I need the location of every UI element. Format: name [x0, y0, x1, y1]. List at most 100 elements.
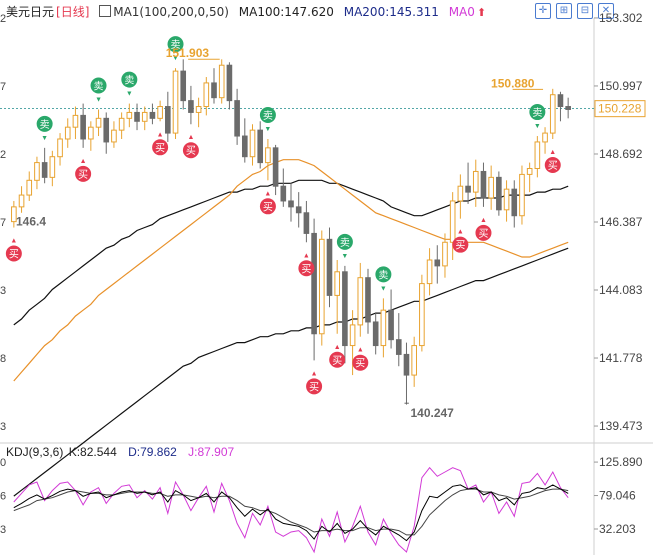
sell-signal-badge	[529, 104, 546, 121]
candle-body	[457, 185, 464, 202]
indicator-icon[interactable]	[99, 5, 112, 17]
price-tick-label: 139.473	[599, 419, 643, 433]
candle-body	[565, 106, 571, 110]
candle-body	[449, 200, 456, 243]
candle-body	[542, 132, 548, 143]
candle-body	[557, 94, 564, 108]
kdj-tick-label-left: 3	[0, 524, 6, 536]
candle-body	[18, 194, 25, 208]
candle-body	[318, 238, 325, 335]
buy-arrow-icon: ▲	[334, 344, 341, 351]
kdj-tick-label-left: 0	[0, 457, 6, 469]
candle-body	[49, 156, 56, 178]
candle-body	[26, 179, 33, 196]
sell-arrow-icon: ▼	[172, 55, 179, 62]
candle-body	[419, 283, 425, 347]
buy-arrow-icon: ▲	[80, 158, 87, 165]
candle-body	[357, 277, 364, 326]
candle-body	[195, 106, 202, 113]
sell-signal-badge	[121, 71, 138, 88]
buy-arrow-icon: ▲	[187, 134, 194, 141]
candle-body	[188, 100, 194, 113]
candle-body	[272, 147, 279, 187]
candle-body	[211, 82, 217, 99]
candle-body	[480, 170, 487, 199]
candle-body	[149, 111, 156, 119]
candle-body	[72, 114, 79, 128]
ma200-value: MA200:145.311	[343, 5, 439, 19]
kdj-d-line	[13, 488, 569, 536]
buy-arrow-icon: ▲	[303, 252, 310, 259]
buy-signal-badge	[75, 165, 92, 182]
candle-body	[334, 271, 341, 296]
candle-body	[34, 162, 40, 181]
buy-signal-badge	[475, 224, 492, 241]
kdj-j-value: J:87.907	[188, 445, 235, 459]
sell-arrow-icon: ▼	[95, 96, 102, 103]
candle-body	[534, 141, 541, 170]
buy-signal-badge	[152, 139, 169, 156]
close-icon[interactable]: ✕	[598, 3, 614, 19]
price-tick-label: 148.692	[599, 147, 643, 161]
buy-arrow-icon: ▲	[157, 131, 164, 138]
price-tick-label-left: 7	[0, 217, 6, 229]
candle-body	[41, 162, 48, 178]
high-label-2: 150.880	[491, 76, 535, 90]
candle-body	[265, 147, 271, 164]
candle-body	[234, 100, 240, 137]
candle-body	[349, 324, 356, 347]
period-label[interactable]: [日线]	[56, 5, 90, 19]
sell-signal-badge	[375, 266, 392, 283]
ma0-value: MA0	[448, 5, 475, 19]
expand-icon[interactable]: ✛	[535, 3, 551, 19]
buy-signal-badge	[352, 354, 369, 371]
ma100-value: MA100:147.620	[238, 5, 334, 19]
candle-body	[11, 206, 17, 223]
buy-signal-label: 买	[9, 249, 19, 261]
sell-arrow-icon: ▼	[126, 91, 133, 98]
kdj-label: KDJ(9,3,6)	[6, 445, 64, 459]
candle-body	[326, 238, 333, 296]
candle-body	[103, 117, 110, 143]
candle-body	[365, 277, 371, 323]
sell-signal-badge	[36, 115, 53, 132]
sell-signal-label: 卖	[532, 107, 542, 119]
candle-body	[172, 70, 179, 134]
buy-signal-label: 买	[186, 145, 196, 157]
sell-signal-badge	[259, 106, 276, 123]
candle-body	[64, 126, 71, 140]
kdj-tick-label-left: 6	[0, 491, 6, 503]
candle-body	[411, 345, 417, 376]
candle-body	[380, 309, 387, 347]
zoom-in-icon[interactable]: ⊞	[556, 3, 572, 19]
candle-body	[526, 168, 533, 175]
low-label: 140.247	[410, 406, 454, 420]
zoom-out-icon[interactable]: ⊟	[577, 3, 593, 19]
candle-body	[257, 129, 264, 164]
buy-arrow-icon: ▲	[457, 229, 464, 236]
buy-arrow-icon: ▲	[264, 190, 271, 197]
candle-body	[180, 70, 187, 102]
candle-body	[388, 309, 394, 341]
sell-arrow-icon: ▼	[380, 285, 387, 292]
candle-body	[288, 200, 294, 208]
candle-body	[372, 321, 379, 347]
ma-long-line	[13, 247, 569, 497]
buy-arrow-icon: ▲	[549, 149, 556, 156]
kdj-tick-label: 79.046	[599, 489, 636, 503]
price-tick-label: 141.778	[599, 351, 643, 365]
price-tick-label: 150.997	[599, 79, 643, 93]
current-price-box	[594, 100, 646, 118]
candle-body	[395, 339, 402, 355]
price-tick-label: 153.302	[599, 11, 643, 25]
buy-signal-badge	[452, 236, 469, 253]
buy-signal-label: 买	[548, 160, 558, 172]
sell-signal-label: 卖	[124, 75, 134, 87]
sell-arrow-icon: ▼	[534, 123, 541, 130]
candle-body	[403, 353, 410, 376]
sell-signal-label: 卖	[171, 39, 181, 51]
candle-body	[249, 129, 256, 158]
candle-body	[295, 206, 302, 214]
candle-body	[226, 64, 233, 102]
